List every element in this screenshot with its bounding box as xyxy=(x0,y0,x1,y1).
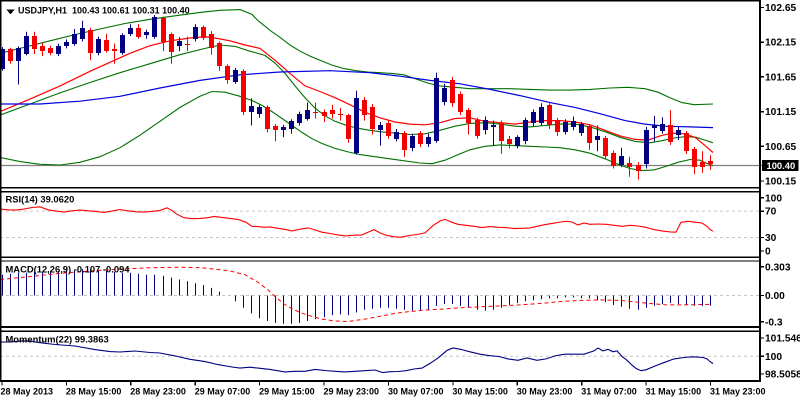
svg-text:31 May 15:00: 31 May 15:00 xyxy=(646,387,702,397)
svg-text:29 May 23:00: 29 May 23:00 xyxy=(324,387,380,397)
svg-text:70: 70 xyxy=(765,207,777,218)
svg-text:Momentum(22) 99.3863: Momentum(22) 99.3863 xyxy=(6,334,109,345)
svg-text:31 May 07:00: 31 May 07:00 xyxy=(581,387,637,397)
svg-text:100: 100 xyxy=(765,193,782,204)
svg-text:30 May 07:00: 30 May 07:00 xyxy=(388,387,444,397)
svg-text:101.5468: 101.5468 xyxy=(765,334,800,345)
svg-text:100.15: 100.15 xyxy=(765,177,796,188)
svg-text:0.303: 0.303 xyxy=(765,262,791,273)
svg-text:30 May 23:00: 30 May 23:00 xyxy=(517,387,573,397)
svg-text:100.65: 100.65 xyxy=(765,142,796,153)
svg-text:28 May 23:00: 28 May 23:00 xyxy=(130,387,186,397)
svg-text:29 May 07:00: 29 May 07:00 xyxy=(195,387,251,397)
svg-text:102.15: 102.15 xyxy=(765,38,796,49)
svg-text:28 May 15:00: 28 May 15:00 xyxy=(66,387,122,397)
svg-text:28 May 2013: 28 May 2013 xyxy=(1,387,54,397)
svg-text:100.40: 100.40 xyxy=(767,160,796,171)
svg-text:0.00: 0.00 xyxy=(765,291,785,302)
svg-text:RSI(14) 39.0620: RSI(14) 39.0620 xyxy=(6,194,75,205)
svg-text:101.65: 101.65 xyxy=(765,72,796,83)
svg-text:98.5058: 98.5058 xyxy=(765,370,800,381)
svg-text:100: 100 xyxy=(765,352,782,363)
svg-text:30: 30 xyxy=(765,233,777,244)
svg-text:USDJPY,H1 100.43 100.61 100.3: USDJPY,H1 100.43 100.61 100.31 100.40 xyxy=(18,6,190,16)
svg-text:101.15: 101.15 xyxy=(765,107,796,118)
svg-text:-0.3: -0.3 xyxy=(765,317,783,328)
svg-text:MACD(12,26,9) -0.107 -0.094: MACD(12,26,9) -0.107 -0.094 xyxy=(6,264,131,275)
svg-text:0: 0 xyxy=(765,247,771,258)
svg-text:29 May 15:00: 29 May 15:00 xyxy=(259,387,315,397)
svg-text:30 May 15:00: 30 May 15:00 xyxy=(452,387,508,397)
svg-text:31 May 23:00: 31 May 23:00 xyxy=(710,387,766,397)
svg-text:102.65: 102.65 xyxy=(765,3,796,14)
